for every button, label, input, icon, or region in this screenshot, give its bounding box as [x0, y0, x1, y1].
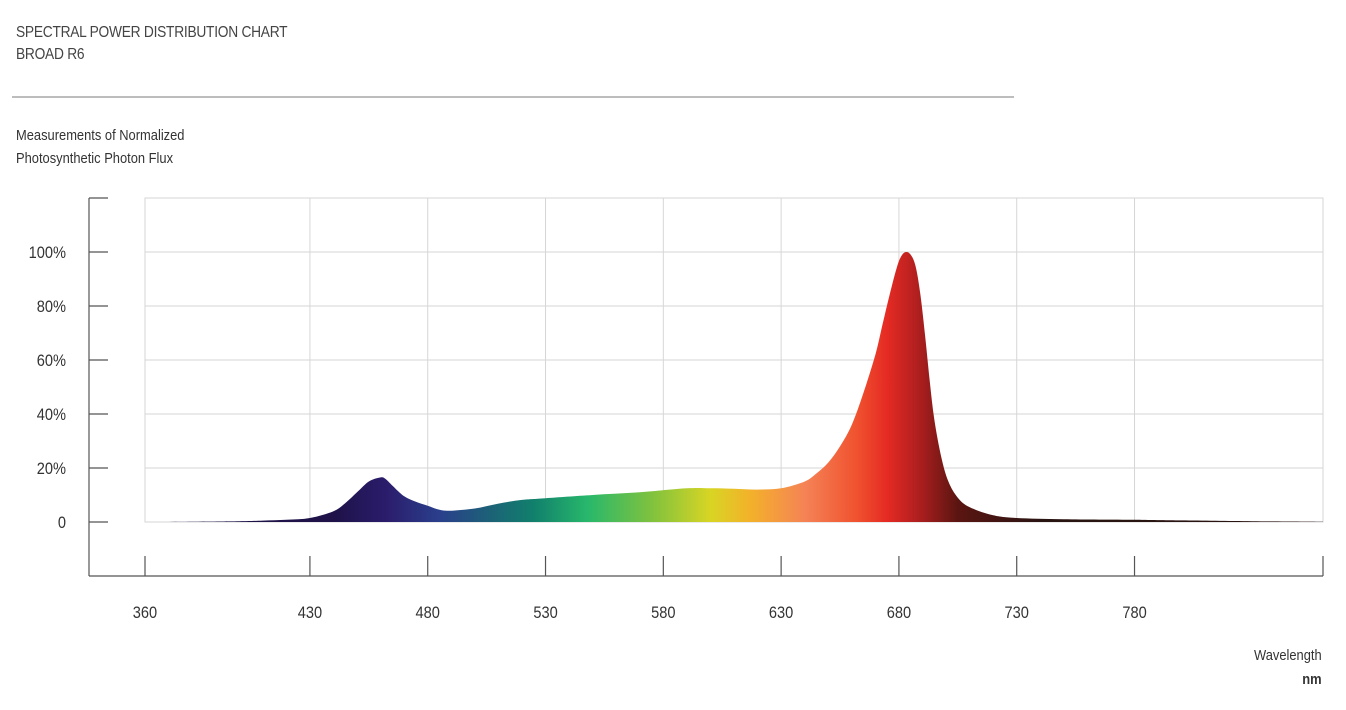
spectrum-area-layer	[145, 251, 1323, 522]
x-axis-unit: nm	[1302, 671, 1322, 688]
x-axis-label: Wavelength	[1254, 647, 1322, 664]
y-tick-label-100: 100%	[29, 244, 66, 262]
axes	[88, 197, 1324, 577]
y-axis-labels: 0 20% 40% 60% 80% 100%	[29, 244, 67, 532]
measurement-caption: Measurements of Normalized Photosyntheti…	[16, 124, 184, 170]
y-tick-label-80: 80%	[37, 298, 66, 316]
chart-title-block: SPECTRAL POWER DISTRIBUTION CHART BROAD …	[16, 22, 288, 66]
x-tick-label-580: 580	[651, 604, 676, 622]
grid	[144, 197, 1324, 523]
chart-subtitle: BROAD R6	[16, 46, 85, 63]
spectrum-area	[145, 251, 1323, 522]
y-tick-label-60: 60%	[37, 352, 66, 370]
x-tick-label-730: 730	[1005, 604, 1030, 622]
chart-title: SPECTRAL POWER DISTRIBUTION CHART	[16, 24, 288, 41]
x-axis-title: Wavelength nm	[1254, 644, 1322, 692]
x-axis-labels: 360 430 480 530 580 630 680 730 780	[133, 604, 1147, 622]
x-tick-label-360: 360	[133, 604, 158, 622]
caption-line-2: Photosynthetic Photon Flux	[16, 150, 174, 167]
x-tick-label-480: 480	[416, 604, 441, 622]
x-tick-label-430: 430	[298, 604, 323, 622]
header-divider	[12, 96, 1014, 98]
x-tick-label-530: 530	[533, 604, 558, 622]
y-tick-label-0: 0	[58, 514, 66, 532]
x-tick-label-630: 630	[769, 604, 794, 622]
caption-line-1: Measurements of Normalized	[16, 127, 185, 144]
x-tick-label-780: 780	[1122, 604, 1147, 622]
y-tick-label-40: 40%	[37, 406, 66, 424]
x-tick-label-680: 680	[887, 604, 912, 622]
y-tick-label-20: 20%	[37, 460, 66, 478]
